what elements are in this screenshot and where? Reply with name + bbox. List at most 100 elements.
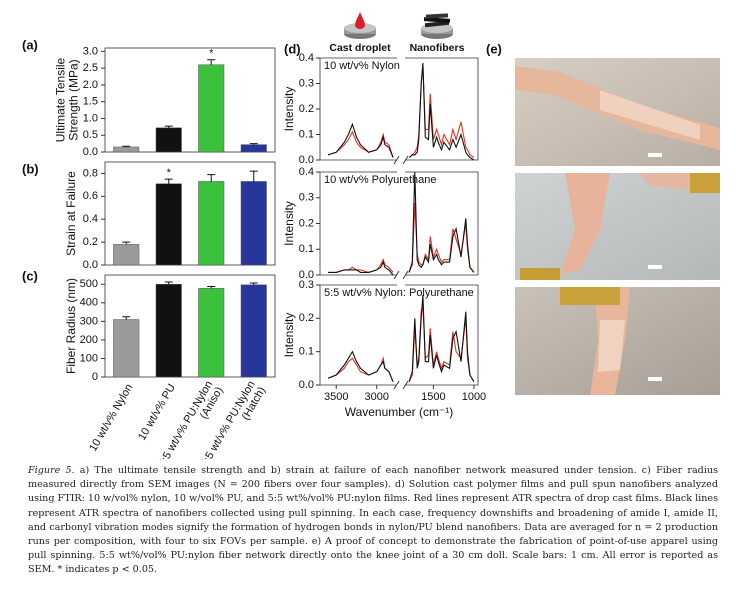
photo-3 xyxy=(515,287,720,395)
bar xyxy=(155,284,182,378)
y-axis-label: Intensity xyxy=(282,87,296,132)
bar xyxy=(113,146,140,153)
chart-title: 10 wt/v% Polyurethane xyxy=(324,174,437,186)
y-tick-label: 0.2 xyxy=(299,103,314,115)
y-axis-label: Fiber Radius (nm) xyxy=(64,278,78,374)
panel-label: (b) xyxy=(22,161,39,176)
y-tick-label: 0.0 xyxy=(299,379,314,391)
y-tick-label: 300 xyxy=(80,315,98,327)
error-bar xyxy=(164,281,173,285)
x-tick-label: 3500 xyxy=(324,391,348,403)
y-tick-label: 0.8 xyxy=(83,167,98,179)
y-axis-label: Ultimate Tensile xyxy=(54,57,68,142)
error-bar xyxy=(249,143,258,145)
error-bar xyxy=(122,316,131,320)
y-tick-label: 0.0 xyxy=(83,146,98,158)
y-tick-label: 0.3 xyxy=(299,279,314,291)
y-tick-label: 500 xyxy=(80,278,98,290)
x-tick-label: 3000 xyxy=(365,391,389,403)
photo-1 xyxy=(515,58,720,166)
y-tick-label: 1.5 xyxy=(83,96,98,108)
y-tick-label: 0.0 xyxy=(83,259,98,271)
y-tick-label: 0.3 xyxy=(299,192,314,204)
panel-label: (d) xyxy=(284,41,301,56)
y-axis-label: Strain at Failure xyxy=(64,171,78,256)
spectrum-line xyxy=(327,294,475,382)
x-tick-label: 10 wt/v% Nylon xyxy=(87,382,135,454)
spectrum-line xyxy=(327,63,475,161)
y-tick-label: 0.2 xyxy=(299,217,314,229)
significance-mark: * xyxy=(167,167,172,179)
nanofiber-icon xyxy=(421,13,453,39)
y-tick-label: 0.4 xyxy=(83,213,98,225)
y-tick-label: 0.1 xyxy=(299,346,314,358)
y-tick-label: 1.0 xyxy=(83,112,98,124)
figure-caption: Figure 5. a) The ultimate tensile streng… xyxy=(28,464,718,578)
spectrum-line xyxy=(328,202,475,273)
axis-break xyxy=(393,155,409,165)
panel-label: (a) xyxy=(22,37,38,52)
panel-label: (e) xyxy=(486,41,502,56)
y-axis-label: Intensity xyxy=(282,313,296,358)
plot-frame xyxy=(104,274,276,378)
y-tick-label: 0.4 xyxy=(299,166,314,178)
legend-label: Cast droplet xyxy=(329,42,391,54)
y-tick-label: 0.1 xyxy=(299,128,314,140)
bar xyxy=(113,244,140,266)
plot-frame xyxy=(319,284,479,386)
axis-break xyxy=(393,270,409,280)
bar xyxy=(155,183,182,266)
spectrum-line xyxy=(328,171,475,276)
x-tick-label: 1500 xyxy=(421,391,445,403)
y-tick-label: 0.1 xyxy=(299,243,314,255)
y-tick-label: 3.0 xyxy=(83,45,98,57)
plot-frame xyxy=(104,161,276,266)
bar xyxy=(198,181,225,266)
axis-break xyxy=(393,380,409,390)
x-axis-label: Wavenumber (cm⁻¹) xyxy=(345,405,454,419)
error-bar xyxy=(122,241,131,245)
bar xyxy=(240,284,267,378)
y-axis-label: Intensity xyxy=(282,201,296,246)
x-tick-label: 10 wt/v% PU xyxy=(136,382,178,443)
bar xyxy=(113,319,140,378)
chart-title: 10 wt/v% Nylon xyxy=(324,60,400,72)
y-tick-label: 0.0 xyxy=(299,269,314,281)
cast-droplet-icon xyxy=(344,12,376,39)
error-bar xyxy=(164,178,173,184)
y-tick-label: 200 xyxy=(80,334,98,346)
significance-mark: * xyxy=(209,48,214,60)
error-bar xyxy=(207,59,216,65)
y-tick-label: 2.0 xyxy=(83,79,98,91)
panel-label: (c) xyxy=(22,268,38,283)
bar xyxy=(240,181,267,266)
bar xyxy=(155,127,182,153)
y-tick-label: 0.0 xyxy=(299,154,314,166)
figure: (a) (b) (c) (d) (e) 0.0 0.5 1.0 1.5 2.0 2.5 3.0 Ulti… xyxy=(22,12,720,469)
y-tick-label: 0.5 xyxy=(83,129,98,141)
y-tick-label: 400 xyxy=(80,297,98,309)
y-tick-label: 0 xyxy=(92,371,98,383)
error-bar xyxy=(122,145,131,147)
y-axis-label: Strength (MPa) xyxy=(67,59,81,140)
y-tick-label: 0.6 xyxy=(83,190,98,202)
bar xyxy=(198,288,225,378)
chart-title: 5:5 wt/v% Nylon: Polyurethane xyxy=(324,287,474,299)
bar xyxy=(240,144,267,153)
error-bar xyxy=(249,282,258,285)
caption-text: a) The ultimate tensile strength and b) … xyxy=(28,465,718,576)
plot-frame xyxy=(319,171,479,276)
y-tick-label: 0.4 xyxy=(299,52,314,64)
error-bar xyxy=(207,174,216,182)
y-tick-label: 0.2 xyxy=(83,236,98,248)
caption-label: Figure 5. xyxy=(28,465,75,476)
y-tick-label: 2.5 xyxy=(83,62,98,74)
x-tick-label: 1000 xyxy=(462,391,486,403)
legend-label: Nanofibers xyxy=(410,42,465,54)
photo-2 xyxy=(515,173,720,280)
y-tick-label: 100 xyxy=(80,352,98,364)
error-bar xyxy=(164,125,173,128)
bar xyxy=(198,64,225,153)
plot-frame xyxy=(104,47,276,153)
